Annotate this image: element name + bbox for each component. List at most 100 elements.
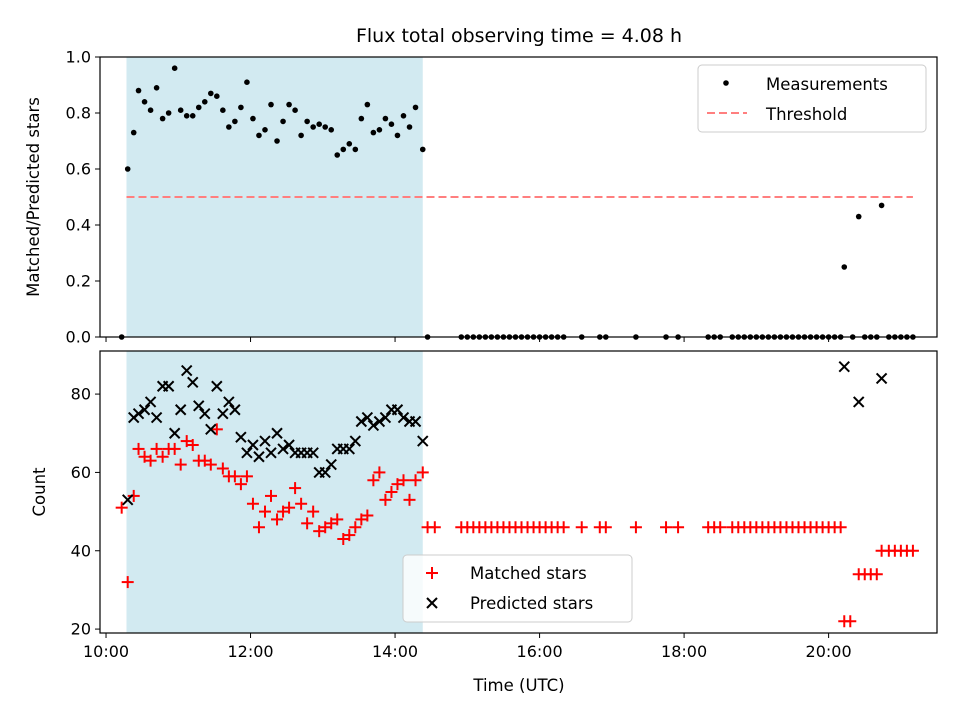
matched-star-point <box>714 521 727 534</box>
x-tick-label: 18:00 <box>661 642 707 661</box>
predicted-star-point <box>283 439 295 451</box>
measurement-point <box>388 121 395 127</box>
matched-star-point <box>349 521 362 534</box>
predicted-star-point <box>397 411 410 424</box>
matched-star-point <box>252 521 265 534</box>
predicted-star-point <box>265 447 277 459</box>
measurement-point <box>412 104 419 111</box>
measurement-point <box>207 90 214 97</box>
matched-star-point <box>258 505 271 518</box>
matched-star-point <box>385 486 398 498</box>
legend-matched-label: Matched stars <box>470 564 587 583</box>
top-y-tick-label: 0.0 <box>66 328 91 347</box>
matched-star-point <box>307 505 320 518</box>
matched-star-point <box>174 458 187 471</box>
matched-star-point <box>870 568 883 581</box>
x-tick-label: 12:00 <box>227 642 273 661</box>
matched-star-point <box>234 478 247 491</box>
matched-star-point <box>373 466 386 479</box>
predicted-star-point <box>247 439 259 451</box>
matched-star-point <box>379 493 392 506</box>
bottom-y-tick-label: 20 <box>71 620 91 639</box>
matched-star-point <box>367 474 380 487</box>
predicted-star-point <box>343 443 356 455</box>
measurement-point <box>310 124 316 130</box>
top-y-axis-label: Matched/Predicted stars <box>24 97 43 297</box>
measurement-point <box>322 124 329 130</box>
measurement-point <box>334 152 341 158</box>
predicted-star-point <box>409 415 422 428</box>
measurement-point <box>364 101 371 108</box>
matched-star-point <box>246 497 259 510</box>
matched-star-point <box>355 513 368 526</box>
legend-threshold-label: Threshold <box>765 105 847 124</box>
measurement-point <box>280 118 286 125</box>
top-y-tick-label: 0.2 <box>66 272 91 291</box>
predicted-star-point <box>277 443 289 455</box>
measurement-point <box>370 129 377 136</box>
measurement-point <box>135 87 142 94</box>
measurement-point <box>352 146 359 153</box>
matched-star-point <box>575 521 588 534</box>
predicted-star-point <box>223 396 235 408</box>
measurement-point <box>201 99 208 105</box>
top-y-tick-label: 0.4 <box>66 216 91 235</box>
x-axis-label: Time (UTC) <box>472 676 564 695</box>
measurement-point <box>298 132 304 139</box>
measurement-point <box>189 113 196 119</box>
predicted-star-point <box>349 435 362 447</box>
predicted-star-point <box>235 431 247 443</box>
predicted-star-point <box>121 494 134 506</box>
matched-star-point <box>331 513 344 526</box>
measurement-point <box>382 115 389 122</box>
top-panel: 0.0 0.2 0.4 0.6 0.8 1.0 Matched/Predicted sta… <box>24 48 938 347</box>
measurement-point <box>195 104 202 111</box>
matched-star-point <box>271 513 284 526</box>
chart-title: Flux total observing time = 4.08 h <box>356 25 682 47</box>
matched-star-point <box>397 474 410 487</box>
measurement-point <box>292 107 298 113</box>
matched-star-point <box>228 470 241 483</box>
bottom-y-axis-label: Count <box>30 467 49 517</box>
predicted-star-point <box>307 447 319 459</box>
predicted-star-point <box>211 380 223 392</box>
legend-predicted-marker <box>426 597 438 609</box>
predicted-star-point <box>259 435 271 447</box>
predicted-star-point <box>199 407 211 420</box>
matched-star-point <box>277 505 290 518</box>
measurement-point <box>147 107 154 113</box>
measurement-point <box>124 166 131 172</box>
matched-star-point <box>599 521 612 534</box>
measurement-point <box>171 65 178 71</box>
matched-star-point <box>138 450 151 463</box>
measurement-point <box>214 93 220 99</box>
predicted-star-point <box>138 404 151 416</box>
measurement-point <box>159 115 166 122</box>
matched-star-point <box>409 474 422 487</box>
top-plot-area <box>118 57 916 340</box>
predicted-star-point <box>875 372 888 385</box>
bottom-y-tick-label: 60 <box>71 463 91 482</box>
matched-star-point <box>180 435 193 448</box>
predicted-star-point <box>150 411 163 424</box>
measurement-point <box>358 115 365 122</box>
predicted-star-point <box>417 435 429 447</box>
x-tick-label: 10:00 <box>83 642 129 661</box>
measurement-point <box>316 121 322 127</box>
matched-star-point <box>416 466 429 479</box>
matched-star-point <box>216 462 229 475</box>
predicted-star-point <box>253 451 265 463</box>
bottom-y-tick-label: 80 <box>71 385 91 404</box>
predicted-star-point <box>391 404 404 416</box>
predicted-star-point <box>162 380 175 392</box>
matched-star-point <box>240 470 253 483</box>
matched-star-point <box>906 544 919 557</box>
matched-star-point <box>844 615 857 628</box>
matched-star-point <box>289 482 302 495</box>
measurement-point <box>244 79 250 85</box>
measurement-point <box>855 213 862 220</box>
matched-star-point <box>325 517 338 530</box>
predicted-star-point <box>132 407 145 420</box>
matched-star-point <box>121 576 134 589</box>
